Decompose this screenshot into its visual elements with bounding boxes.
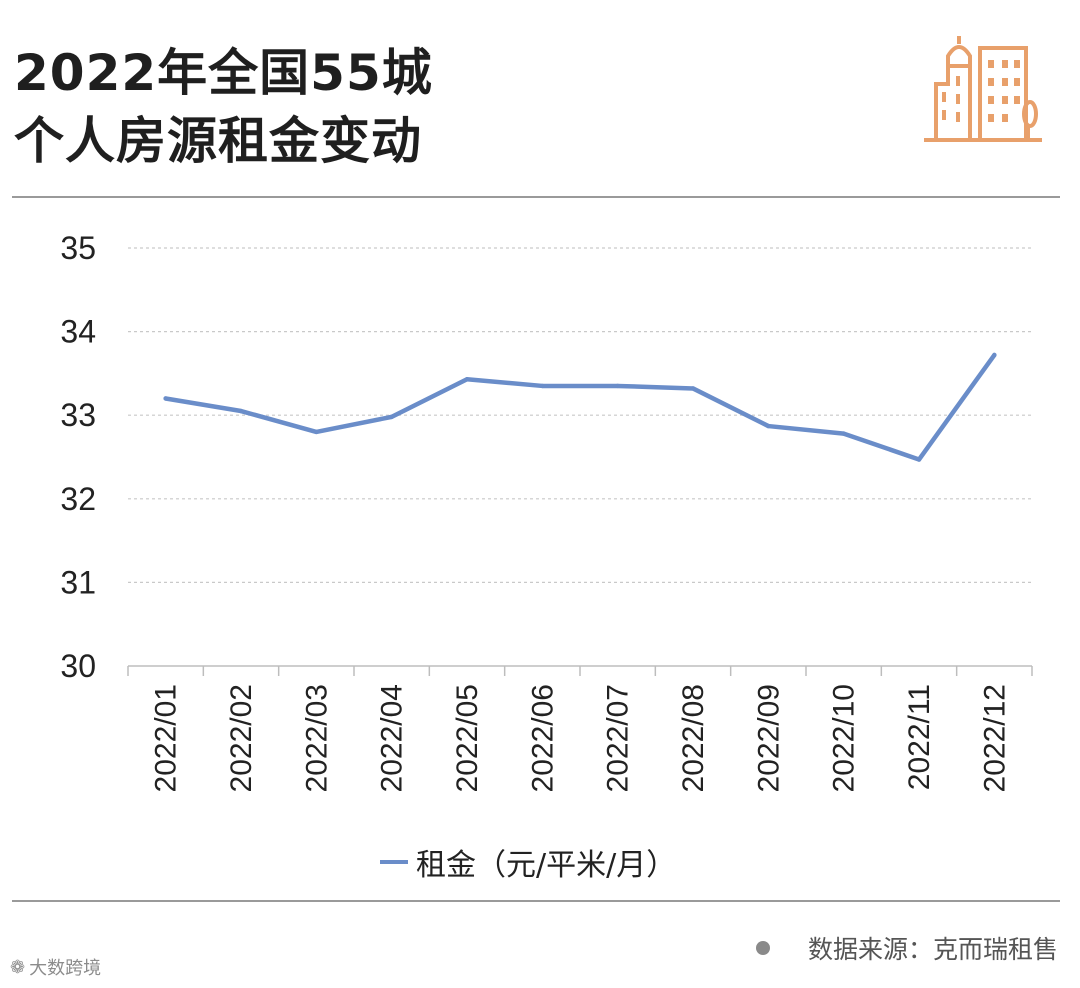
bottom-divider [12, 900, 1060, 902]
data-point [238, 408, 244, 414]
data-point [314, 429, 319, 435]
y-tick-label: 35 [60, 230, 96, 266]
y-tick-label: 32 [60, 481, 96, 517]
x-tick-label: 2022/01 [150, 684, 183, 792]
y-tick-label: 33 [60, 397, 96, 433]
top-divider [12, 196, 1060, 198]
x-tick-label: 2022/09 [752, 684, 785, 792]
x-tick-label: 2022/04 [376, 684, 409, 792]
x-tick-label: 2022/12 [978, 684, 1011, 792]
brand-name: 大数跨境 [29, 958, 102, 979]
data-point [389, 414, 394, 420]
x-tick-label: 2022/10 [828, 684, 861, 792]
y-tick-label: 30 [60, 648, 96, 684]
y-tick-label: 34 [60, 314, 96, 350]
rent-line-chart: 30 31 32 33 34 35 2022/01 2022/02 2022/03 2022/04… [60, 230, 1033, 792]
x-tick-label: 2022/06 [526, 684, 559, 792]
data-point [992, 352, 997, 358]
data-point [766, 423, 771, 429]
brand-logo-icon: ❁ [10, 956, 26, 978]
data-point [615, 383, 620, 389]
chart-title-line-2: 个人房源租金变动 [14, 112, 422, 170]
x-tick-label: 2022/05 [451, 684, 484, 792]
legend-label: 租金（元/平米/月） [416, 848, 677, 883]
x-tick-label: 2022/08 [677, 684, 710, 792]
x-tick-label: 2022/07 [602, 684, 635, 792]
x-tick-label: 2022/03 [300, 684, 333, 792]
data-point [690, 386, 696, 391]
data-point [540, 383, 545, 389]
series-line [163, 352, 997, 462]
y-tick-label: 31 [60, 564, 96, 600]
chart-title-line-1: 2022年全国55城 [14, 44, 433, 102]
data-point [916, 457, 922, 462]
chart-legend: 租金（元/平米/月） [380, 840, 676, 884]
data-point [464, 377, 470, 382]
data-point [841, 431, 846, 436]
legend-swatch [380, 860, 408, 864]
brand-watermark: ❁ 大数跨境 [10, 954, 101, 980]
x-tick-label: 2022/11 [903, 684, 936, 790]
data-source-text: 数据来源：克而瑞租售 [807, 935, 1058, 964]
city-buildings-icon [924, 36, 1042, 142]
data-source: 数据来源：克而瑞租售 [755, 930, 1058, 966]
bullet-dot-icon [755, 941, 770, 955]
x-tick-label: 2022/02 [225, 684, 258, 792]
data-point [163, 396, 168, 401]
